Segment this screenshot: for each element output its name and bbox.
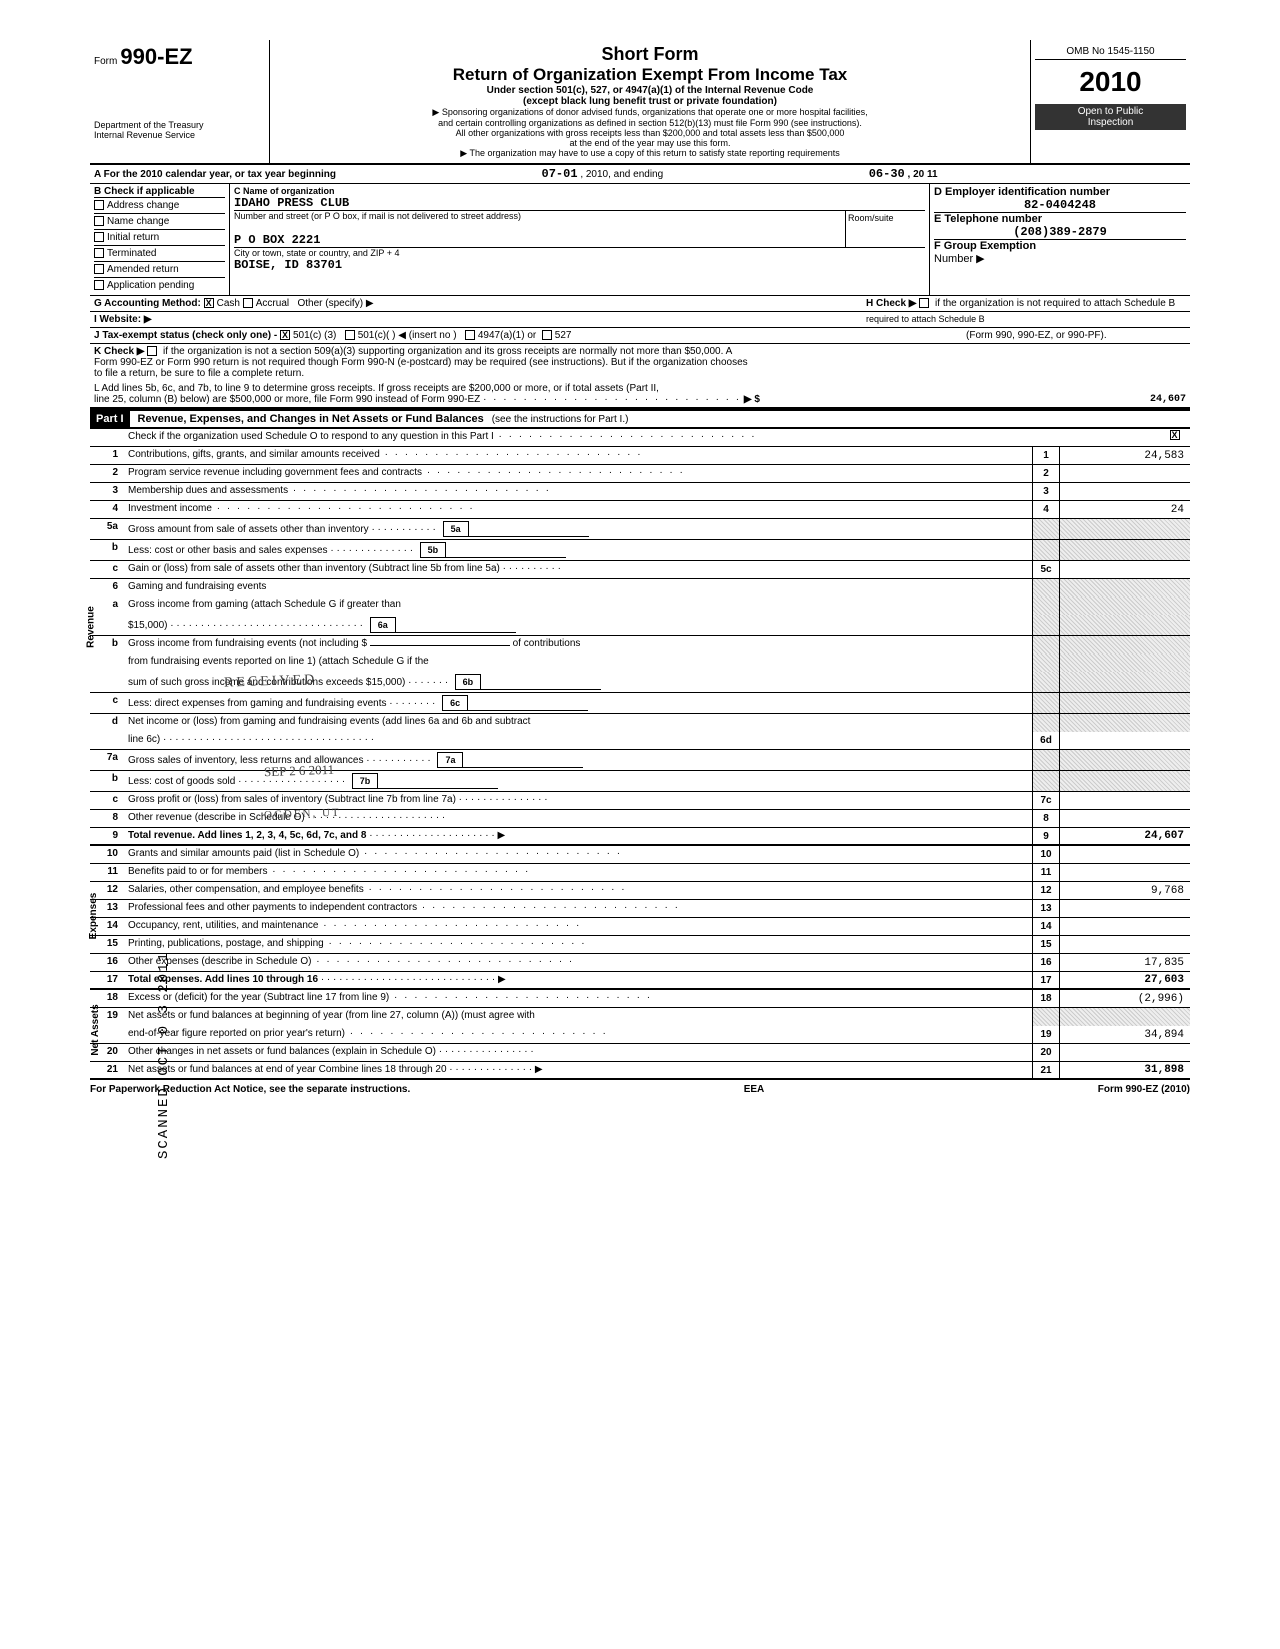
checkbox-initial[interactable] (94, 232, 104, 242)
ein: 82-0404248 (934, 198, 1186, 212)
org-street: P O BOX 2221 (234, 233, 845, 247)
gross-receipts: 24,607 (1056, 394, 1186, 405)
irs: Internal Revenue Service (94, 130, 265, 140)
subtitle2: (except black lung benefit trust or priv… (274, 96, 1026, 107)
header-left: Form 990-EZ Department of the Treasury I… (90, 40, 270, 163)
instr1: ▶ Sponsoring organizations of donor advi… (274, 107, 1026, 118)
omb-number: OMB No 1545-1150 (1035, 44, 1186, 60)
line-l: L Add lines 5b, 6c, and 7b, to line 9 to… (90, 381, 1190, 409)
sections-bcd: B Check if applicable Address change Nam… (90, 184, 1190, 296)
checkbox-h[interactable] (919, 298, 929, 308)
footer-mid: EEA (744, 1084, 765, 1095)
line-g: G Accounting Method: Cash Accrual Other … (90, 296, 1190, 312)
instr5: ▶ The organization may have to use a cop… (274, 148, 1026, 159)
checkbox-accrual[interactable] (243, 298, 253, 308)
line-i: I Website: ▶ required to attach Schedule… (90, 312, 1190, 328)
section-a: A For the 2010 calendar year, or tax yea… (90, 165, 1190, 184)
checkbox-part1[interactable] (1170, 430, 1180, 440)
line-k: K Check ▶ if the organization is not a s… (90, 344, 1190, 381)
org-name: IDAHO PRESS CLUB (234, 196, 925, 210)
revenue-section: Revenue 1Contributions, gifts, grants, a… (90, 447, 1190, 846)
form-number: 990-EZ (120, 44, 192, 69)
expenses-section: Expenses 10Grants and similar amounts pa… (90, 846, 1190, 990)
checkbox-501c3[interactable] (280, 330, 290, 340)
checkbox-pending[interactable] (94, 280, 104, 290)
section-d: D Employer identification number 82-0404… (930, 184, 1190, 295)
part-1-header: Part I Revenue, Expenses, and Changes in… (90, 409, 1190, 429)
netassets-section: Net Assets 18Excess or (deficit) for the… (90, 990, 1190, 1080)
tax-year: 2010 (1035, 60, 1186, 104)
revenue-label: Revenue (85, 606, 96, 648)
checkbox-501c[interactable] (345, 330, 355, 340)
instr3: All other organizations with gross recei… (274, 128, 1026, 138)
checkbox-k[interactable] (147, 346, 157, 356)
page-footer: For Paperwork Reduction Act Notice, see … (90, 1080, 1190, 1095)
part1-check: Check if the organization used Schedule … (90, 429, 1190, 447)
footer-right: Form 990-EZ (2010) (1098, 1084, 1190, 1095)
short-form-title: Short Form (274, 44, 1026, 65)
form-990ez: Form 990-EZ Department of the Treasury I… (90, 40, 1190, 1095)
form-header: Form 990-EZ Department of the Treasury I… (90, 40, 1190, 165)
checkbox-address[interactable] (94, 200, 104, 210)
line-j: J Tax-exempt status (check only one) - 5… (90, 328, 1190, 344)
checkbox-terminated[interactable] (94, 248, 104, 258)
return-title: Return of Organization Exempt From Incom… (274, 65, 1026, 85)
instr2: and certain controlling organizations as… (274, 118, 1026, 128)
header-center: Short Form Return of Organization Exempt… (270, 40, 1030, 163)
section-c: C Name of organization IDAHO PRESS CLUB … (230, 184, 930, 295)
org-city: BOISE, ID 83701 (234, 258, 925, 272)
dept-treasury: Department of the Treasury (94, 120, 265, 130)
subtitle: Under section 501(c), 527, or 4947(a)(1)… (274, 85, 1026, 96)
checkbox-4947[interactable] (465, 330, 475, 340)
part1-lines: SCANNED OCT 0 3 2011 Revenue 1Contributi… (90, 447, 1190, 1080)
expenses-label: Expenses (88, 893, 99, 940)
netassets-label: Net Assets (90, 1004, 101, 1055)
header-right: OMB No 1545-1150 2010 Open to Public Ins… (1030, 40, 1190, 163)
instr4: at the end of the year may use this form… (274, 138, 1026, 148)
phone: (208)389-2879 (934, 225, 1186, 239)
form-label: Form (94, 56, 117, 67)
checkbox-name[interactable] (94, 216, 104, 226)
footer-left: For Paperwork Reduction Act Notice, see … (90, 1084, 410, 1095)
checkbox-amended[interactable] (94, 264, 104, 274)
open-public: Open to Public Inspection (1035, 104, 1186, 130)
checkbox-cash[interactable] (204, 298, 214, 308)
checkbox-527[interactable] (542, 330, 552, 340)
section-b: B Check if applicable Address change Nam… (90, 184, 230, 295)
